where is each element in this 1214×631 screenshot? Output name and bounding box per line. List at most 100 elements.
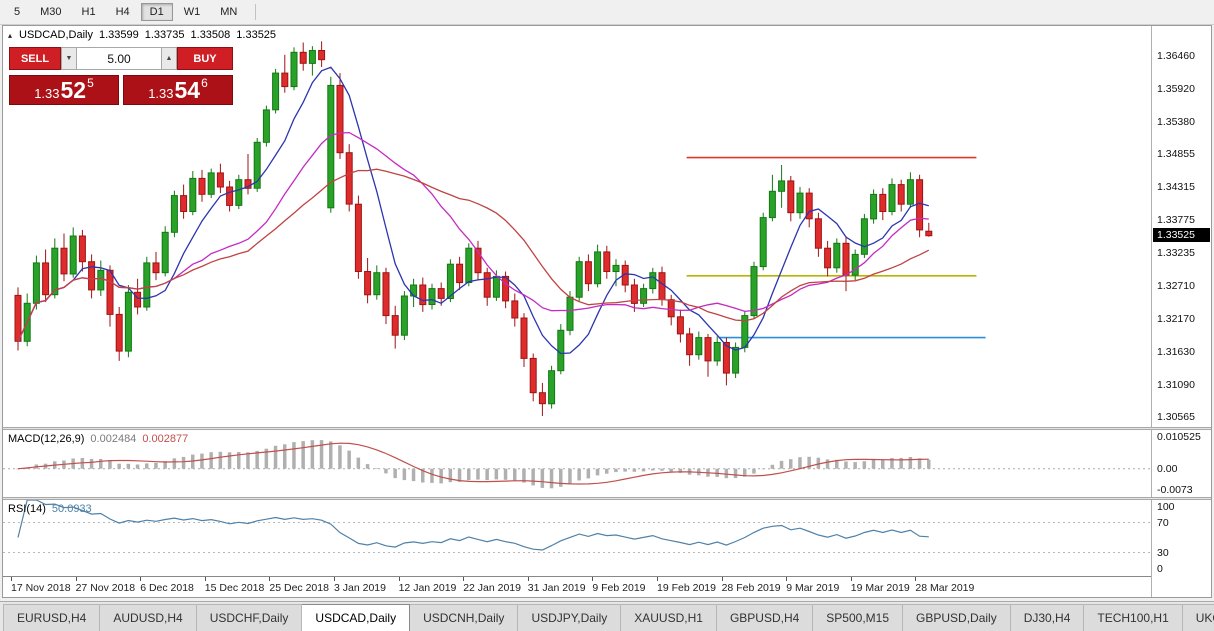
ask-price-display[interactable]: 1.33 54 6 [123,75,233,105]
toolbar-separator [255,4,257,20]
chart-tab-usdjpy-daily[interactable]: USDJPY,Daily [518,604,622,631]
timeframe-button-h1[interactable]: H1 [73,3,105,21]
price-chart-panel[interactable]: ▴ USDCAD,Daily 1.33599 1.33735 1.33508 1… [3,26,1151,427]
price-axis-label: 1.35380 [1157,116,1195,129]
chart-tab-tech100-h1[interactable]: TECH100,H1 [1084,604,1183,631]
macd-axis-label: 0.00 [1157,462,1178,475]
date-axis-tick [850,577,852,581]
macd-bar [384,468,388,474]
date-axis-label: 15 Dec 2018 [204,582,265,594]
chart-tab-eurusd-h4[interactable]: EURUSD,H4 [3,604,101,631]
candle-body [548,370,556,405]
chart-tab-usdchf-daily[interactable]: USDCHF,Daily [196,604,303,631]
chart-tab-usdcnh-daily[interactable]: USDCNH,Daily [410,604,519,631]
chart-tab-ukoil[interactable]: UKOil [1182,604,1214,631]
candle-body [814,218,822,249]
chart-tab-sp500-m15[interactable]: SP500,M15 [813,604,904,631]
chart-tab-dj30-h4[interactable]: DJ30,H4 [1010,604,1085,631]
timeframe-button-m30[interactable]: M30 [31,3,70,21]
candle-body [198,177,206,195]
price-scale[interactable]: 1.36460 1.35920 1.35380 1.34855 1.34315 1.337… [1151,26,1211,597]
macd-bar [329,441,333,469]
symbol-marker-icon: ▴ [8,31,13,40]
volume-input[interactable] [77,47,161,70]
candle-body [216,172,224,188]
candle-body [483,272,491,298]
macd-bar [273,445,278,469]
macd-bar [752,468,756,474]
timeframe-button-mn[interactable]: MN [211,3,246,21]
macd-indicator-panel[interactable]: MACD(12,26,9) 0.002484 0.002877 [3,430,1151,497]
macd-bar [347,450,351,469]
candle-body [226,186,234,206]
candle-body [925,230,933,237]
horizontal-line-objects[interactable] [686,156,986,339]
candle-body [520,317,528,359]
candle-body [272,72,280,111]
date-axis-label: 19 Mar 2019 [850,582,910,594]
up-arrow-icon: ▲ [165,55,173,62]
panel-splitter[interactable] [3,427,1211,430]
ask-prefix: 1.33 [148,85,174,101]
date-axis-label: 3 Jan 2019 [334,582,386,594]
macd-label: MACD(12,26,9) [8,433,85,445]
macd-bar [549,468,554,489]
macd-bar [421,468,425,483]
candle-body [428,288,436,306]
price-axis-label: 1.35920 [1157,83,1195,96]
macd-bar [301,441,305,469]
sell-button[interactable]: SELL [9,47,61,70]
macd-main-value: 0.002484 [90,433,137,445]
candle-body [170,195,178,233]
timeframe-toolbar: 5 M30 H1 H4 D1 W1 MN [0,0,1214,25]
candle-body [465,247,473,283]
rsi-indicator-panel[interactable]: RSI(14) 50.0933 [3,500,1151,575]
candle-body [649,272,657,290]
ohlc-close: 1.33525 [236,29,277,41]
chart-tab-gbpusd-daily[interactable]: GBPUSD,Daily [903,604,1011,631]
candle-body [143,262,151,308]
macd-bar [779,460,784,469]
macd-bar [522,468,526,483]
chart-tab-gbpusd-h4[interactable]: GBPUSD,H4 [716,604,814,631]
macd-bar [890,458,894,469]
macd-bar [255,450,259,469]
timeframe-button-h4[interactable]: H4 [107,3,139,21]
date-axis-label: 19 Feb 2019 [657,582,716,594]
date-axis[interactable]: 17 Nov 2018 27 Nov 2018 6 Dec 2018 15 Dec 2… [3,576,1151,597]
candlestick-chart[interactable] [3,26,1151,427]
timeframe-button-w1[interactable]: W1 [175,3,210,21]
bid-price-display[interactable]: 1.33 52 5 [9,75,119,105]
macd-bar [200,453,204,469]
timeframe-button-d1[interactable]: D1 [140,3,173,21]
panel-splitter[interactable] [3,497,1211,500]
price-axis-label: 1.32710 [1157,279,1195,292]
candle-body [78,235,86,263]
macd-bar [191,454,195,469]
candle-body [299,51,307,64]
chart-tab-xauusd-h1[interactable]: XAUUSD,H1 [621,604,717,631]
chart-area[interactable]: ▴ USDCAD,Daily 1.33599 1.33735 1.33508 1… [2,25,1212,598]
rsi-header: RSI(14) 50.0933 [8,503,92,515]
date-axis-label: 31 Jan 2019 [527,582,586,594]
macd-bar [908,457,913,469]
macd-axis-label: -0.0073 [1157,484,1193,497]
candle-body [686,333,694,356]
candle-body [695,337,703,356]
macd-bar [669,468,673,472]
macd-bar [145,463,149,469]
candle-body [253,141,261,189]
timeframe-button-m5[interactable]: 5 [5,3,29,21]
candle-body [870,193,878,220]
date-axis-label: 28 Feb 2019 [721,582,781,594]
date-axis-tick [269,577,271,581]
chart-tab-audusd-h4[interactable]: AUDUSD,H4 [100,604,197,631]
volume-increase-button[interactable]: ▲ [161,47,177,70]
chart-tab-usdcad-daily[interactable]: USDCAD,Daily [302,604,411,631]
buy-button[interactable]: BUY [177,47,233,70]
macd-bar [513,468,517,481]
macd-bar [844,461,848,469]
macd-chart[interactable] [3,430,1151,497]
volume-decrease-button[interactable]: ▼ [61,47,77,70]
rsi-chart[interactable] [3,500,1151,575]
